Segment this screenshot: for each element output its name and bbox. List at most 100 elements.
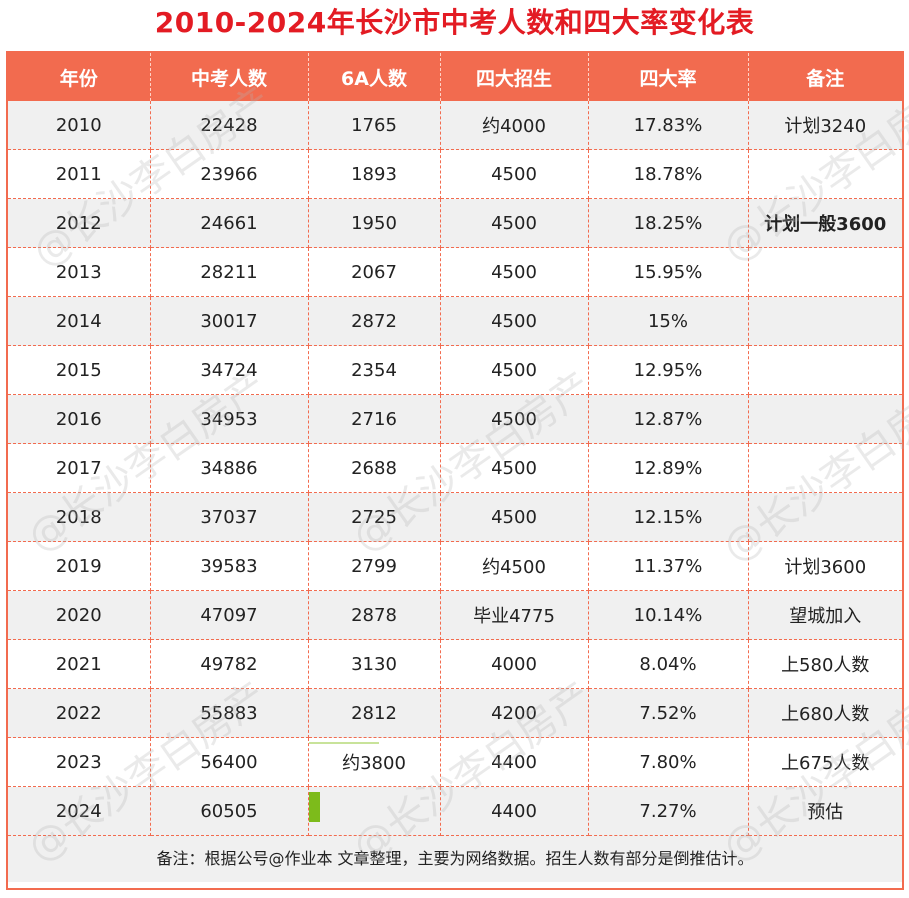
highlight-marker xyxy=(309,792,320,822)
cell-6a-count: 2878 xyxy=(308,590,441,640)
cell-exam-count: 49782 xyxy=(150,639,309,689)
table-row: 2023 56400 约3800 4400 7.80% 上675人数 xyxy=(8,737,902,787)
table-body: 2010 22428 1765 约4000 17.83% 计划3240 2011 23966 1… xyxy=(8,101,902,836)
cell-6a-count: 2354 xyxy=(308,345,441,395)
cell-exam-count: 23966 xyxy=(150,149,309,199)
cell-year: 2012 xyxy=(8,198,151,248)
table-row: 2018 37037 2725 4500 12.15% xyxy=(8,492,902,542)
cell-top4-rate: 12.15% xyxy=(588,492,749,542)
cell-6a-count: 2716 xyxy=(308,394,441,444)
cell-note xyxy=(748,345,902,395)
table-row: 2012 24661 1950 4500 18.25% 计划一般3600 xyxy=(8,198,902,248)
cell-year: 2015 xyxy=(8,345,151,395)
cell-top4-rate: 7.80% xyxy=(588,737,749,787)
cell-top4-rate: 7.27% xyxy=(588,786,749,836)
cell-top4-rate: 15.95% xyxy=(588,247,749,297)
cell-note xyxy=(748,149,902,199)
cell-top4-rate: 11.37% xyxy=(588,541,749,591)
cell-exam-count: 30017 xyxy=(150,296,309,346)
cell-6a-count: 1950 xyxy=(308,198,441,248)
cell-6a-count: 2872 xyxy=(308,296,441,346)
cell-top4-rate: 15% xyxy=(588,296,749,346)
cell-top4-enroll: 4500 xyxy=(440,345,589,395)
cell-top4-enroll: 约4500 xyxy=(440,541,589,591)
cell-6a-count xyxy=(308,786,441,836)
cell-top4-enroll: 4500 xyxy=(440,394,589,444)
cell-year: 2023 xyxy=(8,737,151,787)
highlight-line xyxy=(309,742,379,744)
cell-note: 望城加入 xyxy=(748,590,902,640)
cell-exam-count: 56400 xyxy=(150,737,309,787)
cell-6a-count: 约3800 xyxy=(308,737,441,787)
cell-note xyxy=(748,492,902,542)
cell-top4-enroll: 4500 xyxy=(440,296,589,346)
cell-top4-enroll: 4400 xyxy=(440,737,589,787)
header-top4-rate: 四大率 xyxy=(588,53,749,101)
cell-note xyxy=(748,296,902,346)
cell-year: 2017 xyxy=(8,443,151,493)
cell-top4-rate: 12.87% xyxy=(588,394,749,444)
cell-exam-count: 47097 xyxy=(150,590,309,640)
cell-year: 2022 xyxy=(8,688,151,738)
header-top4-enroll: 四大招生 xyxy=(440,53,589,101)
cell-top4-rate: 18.78% xyxy=(588,149,749,199)
cell-year: 2020 xyxy=(8,590,151,640)
cell-top4-enroll: 毕业4775 xyxy=(440,590,589,640)
cell-6a-count: 2812 xyxy=(308,688,441,738)
page-title: 2010-2024年长沙市中考人数和四大率变化表 xyxy=(154,6,755,39)
cell-top4-enroll: 4500 xyxy=(440,443,589,493)
cell-top4-enroll: 4500 xyxy=(440,149,589,199)
table-row: 2010 22428 1765 约4000 17.83% 计划3240 xyxy=(8,101,902,150)
table-row: 2015 34724 2354 4500 12.95% xyxy=(8,345,902,395)
cell-year: 2021 xyxy=(8,639,151,689)
cell-top4-rate: 10.14% xyxy=(588,590,749,640)
table-row: 2024 60505 4400 7.27% 预估 xyxy=(8,786,902,836)
table-row: 2013 28211 2067 4500 15.95% xyxy=(8,247,902,297)
cell-6a-count: 2067 xyxy=(308,247,441,297)
cell-6a-count: 2799 xyxy=(308,541,441,591)
cell-top4-rate: 17.83% xyxy=(588,101,749,150)
cell-year: 2014 xyxy=(8,296,151,346)
cell-note xyxy=(748,247,902,297)
table-row: 2019 39583 2799 约4500 11.37% 计划3600 xyxy=(8,541,902,591)
data-table: 年份 中考人数 6A人数 四大招生 四大率 备注 2010 22428 1765 约4… xyxy=(8,53,902,836)
table-row: 2014 30017 2872 4500 15% xyxy=(8,296,902,346)
cell-top4-enroll: 4500 xyxy=(440,198,589,248)
cell-year: 2011 xyxy=(8,149,151,199)
cell-note xyxy=(748,394,902,444)
cell-exam-count: 34724 xyxy=(150,345,309,395)
cell-6a-count: 1893 xyxy=(308,149,441,199)
cell-exam-count: 34953 xyxy=(150,394,309,444)
cell-exam-count: 39583 xyxy=(150,541,309,591)
cell-top4-enroll: 4400 xyxy=(440,786,589,836)
cell-exam-count: 37037 xyxy=(150,492,309,542)
cell-top4-enroll: 4500 xyxy=(440,247,589,297)
cell-6a-count: 1765 xyxy=(308,101,441,150)
table-row: 2016 34953 2716 4500 12.87% xyxy=(8,394,902,444)
cell-top4-rate: 7.52% xyxy=(588,688,749,738)
cell-note: 计划3240 xyxy=(748,101,902,150)
cell-year: 2024 xyxy=(8,786,151,836)
cell-exam-count: 55883 xyxy=(150,688,309,738)
header-6a-count: 6A人数 xyxy=(308,53,441,101)
cell-exam-count: 34886 xyxy=(150,443,309,493)
table-row: 2017 34886 2688 4500 12.89% xyxy=(8,443,902,493)
cell-year: 2018 xyxy=(8,492,151,542)
cell-top4-enroll: 4500 xyxy=(440,492,589,542)
data-table-container: 年份 中考人数 6A人数 四大招生 四大率 备注 2010 22428 1765 约4… xyxy=(6,51,904,890)
cell-top4-rate: 12.89% xyxy=(588,443,749,493)
cell-note xyxy=(748,443,902,493)
table-row: 2021 49782 3130 4000 8.04% 上580人数 xyxy=(8,639,902,689)
cell-6a-count: 2688 xyxy=(308,443,441,493)
footer-note: 备注：根据公号@作业本 文章整理，主要为网络数据。招生人数有部分是倒推估计。 xyxy=(8,836,902,882)
cell-top4-enroll: 4000 xyxy=(440,639,589,689)
cell-top4-enroll: 4200 xyxy=(440,688,589,738)
cell-6a-count: 3130 xyxy=(308,639,441,689)
cell-note: 上580人数 xyxy=(748,639,902,689)
cell-year: 2019 xyxy=(8,541,151,591)
cell-year: 2016 xyxy=(8,394,151,444)
header-exam-count: 中考人数 xyxy=(150,53,309,101)
cell-exam-count: 22428 xyxy=(150,101,309,150)
cell-exam-count: 60505 xyxy=(150,786,309,836)
header-notes: 备注 xyxy=(748,53,902,101)
